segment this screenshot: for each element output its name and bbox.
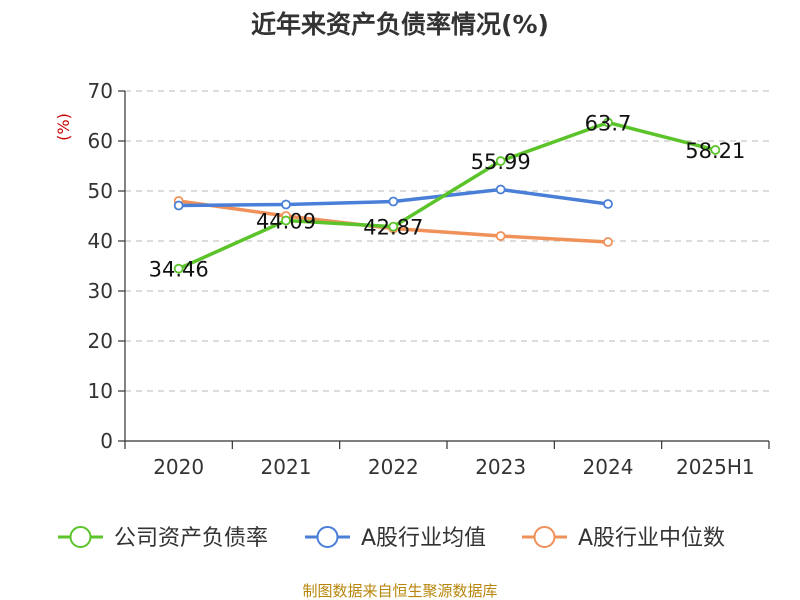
y-tick-label: 50 [88, 179, 113, 203]
legend-item: A股行业中位数 [522, 526, 725, 551]
y-tick-label: 10 [88, 379, 113, 403]
y-axis-label: (%) [54, 113, 73, 141]
y-tick-label: 40 [88, 229, 113, 253]
data-point [710, 145, 721, 155]
data-point [173, 263, 184, 274]
y-tick-label: 30 [88, 279, 113, 303]
data-label: 44.09 [256, 210, 316, 234]
data-point [603, 199, 613, 209]
data-point [281, 199, 291, 210]
legend-label: A股行业中位数 [578, 526, 725, 551]
legend-item: 公司资产负债率 [58, 526, 268, 551]
legend-swatch-marker [533, 526, 556, 548]
data-point [603, 237, 613, 247]
source-note: 制图数据来自恒生聚源数据库 [302, 582, 497, 600]
legend-swatch-marker [69, 526, 92, 548]
data-point [173, 200, 184, 211]
legend-swatch-marker [316, 526, 339, 548]
y-tick-label: 0 [100, 429, 113, 453]
series-line [176, 120, 718, 271]
legend: 公司资产负债率 A股行业均值 A股行业中位数 [58, 526, 725, 551]
legend-label: 公司资产负债率 [114, 526, 268, 551]
data-point [603, 117, 613, 128]
x-tick-label: 2022 [368, 455, 419, 479]
x-tick-label: 2023 [475, 455, 526, 479]
x-tick-label: 2024 [583, 455, 634, 479]
data-label: 42.87 [363, 216, 423, 240]
data-label: 58.21 [685, 139, 745, 163]
legend-label: A股行业均值 [361, 526, 486, 551]
data-point [495, 184, 506, 195]
y-tick-label: 20 [88, 329, 113, 353]
data-label-layer: 34.46 44.09 42.87 55.99 63.7 58.21 [149, 112, 746, 282]
data-point [281, 215, 291, 226]
y-tick-label: 60 [88, 129, 113, 153]
y-tick-label: 70 [88, 79, 113, 103]
x-tick-label: 2025H1 [676, 455, 755, 479]
legend-item: A股行业均值 [305, 526, 486, 551]
axis-layer: 0 10 20 30 40 50 60 70 2020 2021 2022 2023 2024 2025H… [88, 79, 770, 479]
data-label: 55.99 [471, 150, 531, 174]
data-point [388, 221, 399, 232]
series-layer [173, 117, 721, 274]
x-tick-label: 2021 [261, 455, 312, 479]
data-point [495, 231, 506, 241]
chart-title: 近年来资产负债率情况(%) [251, 10, 549, 39]
data-point [388, 196, 399, 207]
data-label: 63.7 [585, 112, 632, 136]
grid-layer [125, 90, 769, 392]
data-point [495, 156, 506, 166]
data-label: 34.46 [149, 258, 209, 282]
x-tick-label: 2020 [153, 455, 204, 479]
